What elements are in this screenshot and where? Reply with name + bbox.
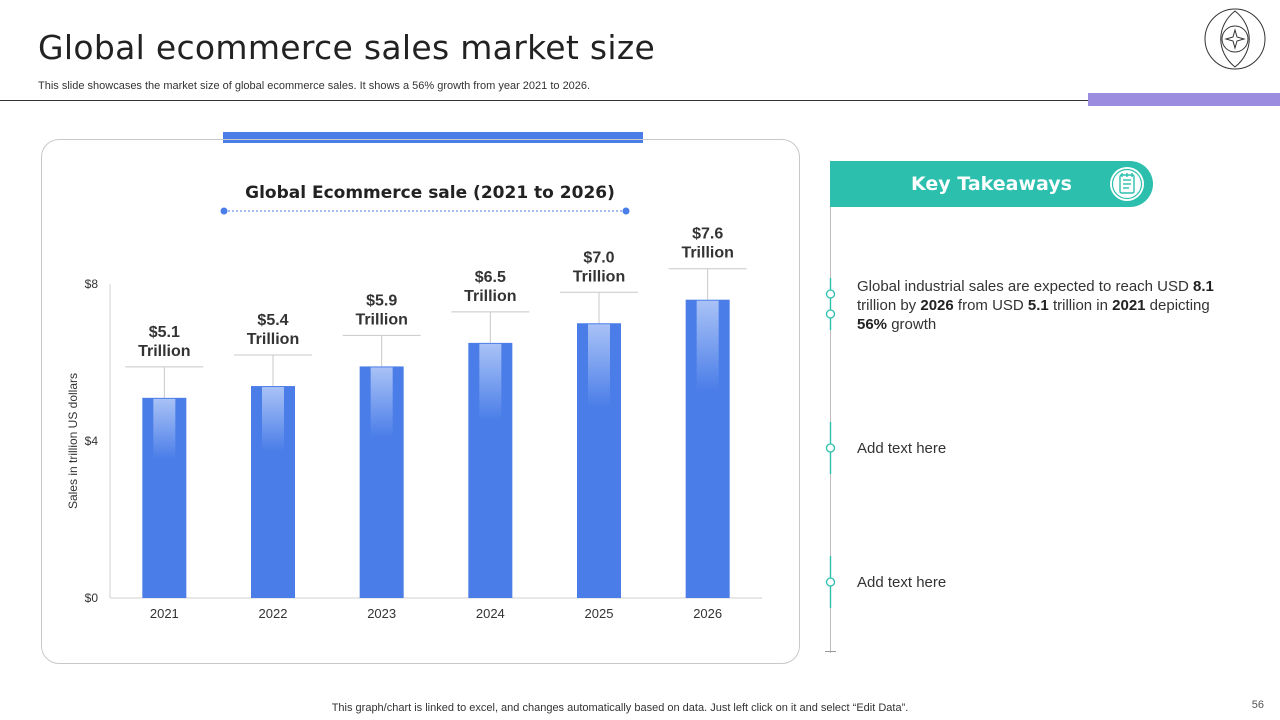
bar-highlight: [153, 398, 176, 509]
x-tick-label: 2025: [585, 606, 614, 621]
data-label: $5.4: [257, 312, 288, 329]
page-number: 56: [1251, 699, 1264, 711]
chart-top-bar: [223, 132, 643, 143]
notepad-icon: [1110, 167, 1144, 201]
timeline-marker: [825, 556, 836, 608]
x-tick-label: 2021: [150, 606, 179, 621]
bar-highlight: [262, 387, 284, 504]
data-label: Trillion: [464, 288, 516, 305]
data-label: $6.5: [475, 269, 506, 286]
bar-highlight: [696, 300, 719, 465]
y-tick-label: $0: [85, 591, 99, 605]
timeline-end: [825, 651, 836, 652]
y-axis-label: Sales in trillion US dollars: [66, 373, 80, 509]
takeaway-text: Global industrial sales are expected to …: [857, 278, 1214, 333]
bar-highlight: [479, 343, 502, 485]
data-label: $5.1: [149, 324, 180, 341]
data-label: Trillion: [681, 245, 733, 262]
logo-icon: [1204, 8, 1266, 70]
bar-highlight: [370, 367, 393, 495]
data-label: Trillion: [138, 343, 190, 360]
x-tick-label: 2022: [259, 606, 288, 621]
timeline-marker: [825, 422, 836, 474]
bar-chart: Global Ecommerce sale (2021 to 2026) Sal…: [66, 183, 762, 621]
bar-highlight: [588, 324, 610, 476]
takeaway-text: Add text here: [857, 440, 947, 457]
takeaways-title: Key Takeaways: [911, 173, 1072, 195]
x-tick-label: 2024: [476, 606, 505, 621]
data-label: Trillion: [247, 331, 299, 348]
timeline-marker: [825, 278, 836, 330]
x-tick-label: 2026: [693, 606, 722, 621]
y-tick-label: $8: [85, 277, 99, 291]
page-title: Global ecommerce sales market size: [38, 28, 656, 67]
y-tick-label: $4: [85, 434, 99, 448]
data-label: Trillion: [573, 268, 625, 285]
data-label: $5.9: [366, 292, 397, 309]
chart-title: Global Ecommerce sale (2021 to 2026): [245, 183, 615, 203]
accent-bar: [1088, 93, 1280, 106]
takeaways-header: Key Takeaways: [830, 161, 1153, 207]
x-tick-label: 2023: [367, 606, 396, 621]
data-label: $7.6: [692, 226, 723, 243]
footer-note: This graph/chart is linked to excel, and…: [331, 702, 909, 714]
takeaway-text: Add text here: [857, 574, 947, 591]
header-divider: [0, 100, 1088, 101]
chart-card: [41, 139, 800, 664]
page-subtitle: This slide showcases the market size of …: [38, 80, 591, 92]
data-label: $7.0: [583, 249, 614, 266]
title-underline: [220, 207, 630, 215]
data-label: Trillion: [355, 311, 407, 328]
